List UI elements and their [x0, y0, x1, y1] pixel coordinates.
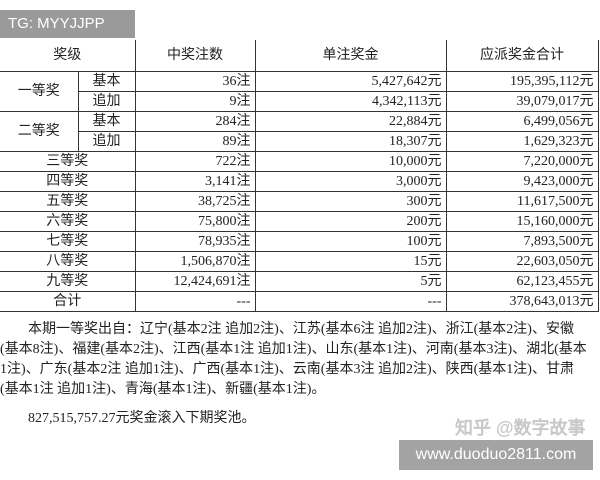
table-row: 追加 89注 18,307元 1,629,323元 — [0, 131, 599, 152]
prize-cell: 5元 — [254, 271, 447, 292]
level-cell: 九等奖 — [0, 271, 136, 292]
sub-cell: 追加 — [77, 91, 136, 112]
count-cell: 89注 — [134, 131, 256, 152]
total-cell: 6,499,056元 — [445, 111, 599, 132]
count-cell: 38,725注 — [134, 191, 256, 212]
count-cell: 36注 — [134, 71, 256, 92]
prize-cell: 22,884元 — [254, 111, 447, 132]
table-row: 四等奖 3,141注 3,000元 9,423,000元 — [0, 171, 599, 192]
level-cell: 一等奖 — [0, 71, 79, 112]
prize-cell: 200元 — [254, 211, 447, 232]
table-row: 七等奖 78,935注 100元 7,893,500元 — [0, 231, 599, 252]
watermark-zhihu: 知乎 @数字故事 — [455, 418, 586, 438]
count-cell: 75,800注 — [134, 211, 256, 232]
header-level: 奖级 — [0, 40, 136, 72]
prize-cell: 100元 — [254, 231, 447, 252]
header-prize: 单注奖金 — [254, 40, 447, 72]
total-cell: 1,629,323元 — [445, 131, 599, 152]
count-cell: 9注 — [134, 91, 256, 112]
count-cell: 12,424,691注 — [134, 271, 256, 292]
table-row: 三等奖 722注 10,000元 7,220,000元 — [0, 151, 599, 172]
rollover-text: 827,515,757.27元奖金滚入下期奖池。 — [28, 411, 256, 426]
table-row: 一等奖 基本 36注 5,427,642元 195,395,112元 — [0, 71, 599, 112]
prize-cell: 4,342,113元 — [254, 91, 447, 112]
total-cell: 7,893,500元 — [445, 231, 599, 252]
total-cell: 378,643,013元 — [445, 291, 599, 312]
level-cell: 六等奖 — [0, 211, 136, 232]
prize-cell: 300元 — [254, 191, 447, 212]
prize-table: 奖级 中奖注数 单注奖金 应派奖金合计 一等奖 基本 36注 5,427,642… — [0, 40, 599, 312]
level-cell: 四等奖 — [0, 171, 136, 192]
total-cell: 15,160,000元 — [445, 211, 599, 232]
header-count: 中奖注数 — [134, 40, 256, 72]
level-cell: 三等奖 — [0, 151, 136, 172]
header-total: 应派奖金合计 — [445, 40, 599, 72]
sub-cell: 基本 — [77, 71, 136, 92]
count-cell: --- — [134, 291, 256, 312]
table-row: 九等奖 12,424,691注 5元 62,123,455元 — [0, 271, 599, 292]
total-row: 合计 --- --- 378,643,013元 — [0, 291, 599, 312]
prize-cell: 15元 — [254, 251, 447, 272]
table-row: 八等奖 1,506,870注 15元 22,603,050元 — [0, 251, 599, 272]
origin-text: 本期一等奖出自：辽宁(基本2注 追加2注)、江苏(基本6注 追加2注)、浙江(基… — [0, 322, 587, 397]
count-cell: 78,935注 — [134, 231, 256, 252]
table-row: 五等奖 38,725注 300元 11,617,500元 — [0, 191, 599, 212]
total-cell: 62,123,455元 — [445, 271, 599, 292]
prize-cell: 10,000元 — [254, 151, 447, 172]
table-header: 奖级 中奖注数 单注奖金 应派奖金合计 — [0, 40, 599, 72]
count-cell: 1,506,870注 — [134, 251, 256, 272]
prize-cell: --- — [254, 291, 447, 312]
total-cell: 9,423,000元 — [445, 171, 599, 192]
table-row: 追加 9注 4,342,113元 39,079,017元 — [0, 91, 599, 112]
total-cell: 11,617,500元 — [445, 191, 599, 212]
prize-cell: 5,427,642元 — [254, 71, 447, 92]
level-cell: 二等奖 — [0, 111, 79, 152]
level-cell: 合计 — [0, 291, 136, 312]
count-cell: 3,141注 — [134, 171, 256, 192]
table-row: 二等奖 基本 284注 22,884元 6,499,056元 — [0, 111, 599, 152]
first-prize-origin: 本期一等奖出自：辽宁(基本2注 追加2注)、江苏(基本6注 追加2注)、浙江(基… — [0, 320, 590, 400]
total-cell: 7,220,000元 — [445, 151, 599, 172]
prize-cell: 18,307元 — [254, 131, 447, 152]
watermark-site: www.duoduo2811.com — [399, 440, 593, 470]
table-row: 六等奖 75,800注 200元 15,160,000元 — [0, 211, 599, 232]
level-cell: 七等奖 — [0, 231, 136, 252]
total-cell: 195,395,112元 — [445, 71, 599, 92]
watermark-tg: TG: MYYJJPP — [0, 10, 135, 38]
prize-cell: 3,000元 — [254, 171, 447, 192]
total-cell: 22,603,050元 — [445, 251, 599, 272]
count-cell: 284注 — [134, 111, 256, 132]
total-cell: 39,079,017元 — [445, 91, 599, 112]
sub-cell: 基本 — [77, 111, 136, 132]
sub-cell: 追加 — [77, 131, 136, 152]
level-cell: 五等奖 — [0, 191, 136, 212]
count-cell: 722注 — [134, 151, 256, 172]
level-cell: 八等奖 — [0, 251, 136, 272]
